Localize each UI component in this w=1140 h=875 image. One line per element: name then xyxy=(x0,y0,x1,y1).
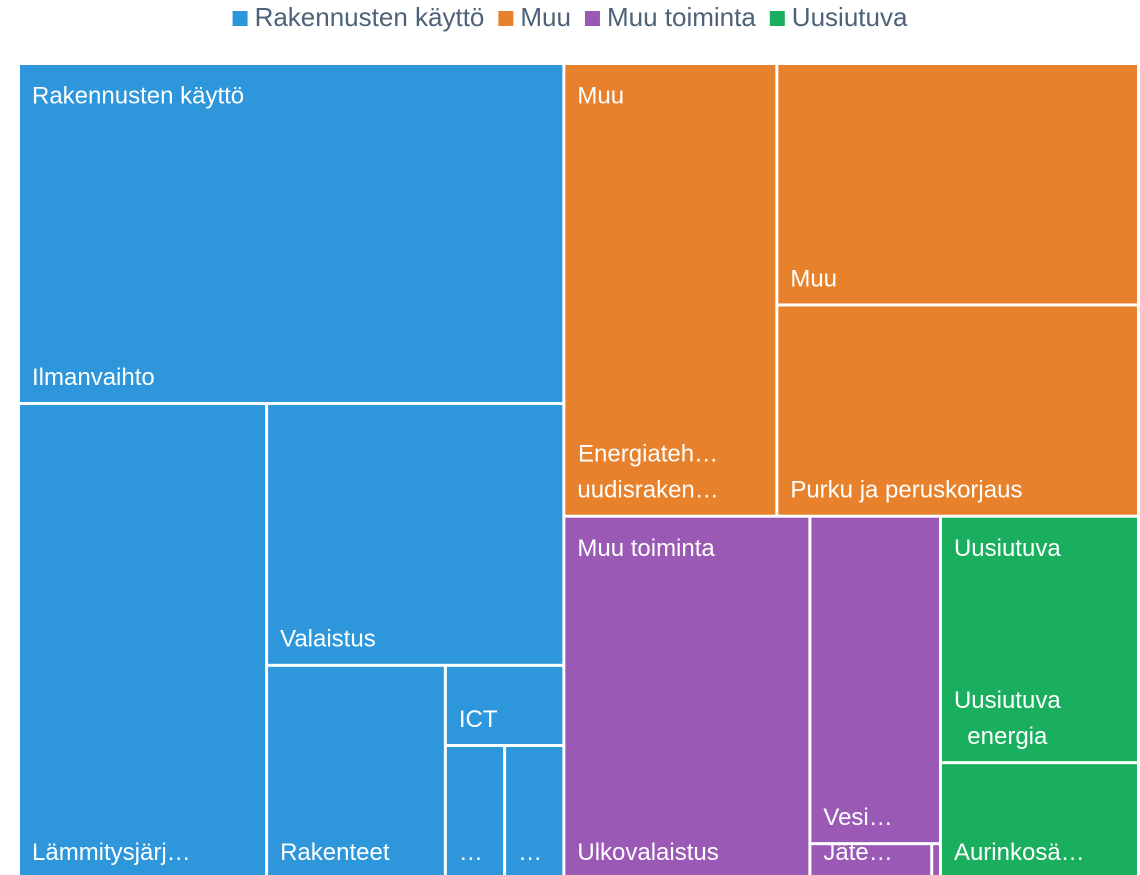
legend-swatch xyxy=(584,11,600,26)
group-label: Rakennusten käyttö xyxy=(32,82,244,109)
treemap-cell xyxy=(20,405,266,875)
treemap-cell xyxy=(506,746,563,875)
treemap-cell xyxy=(778,65,1137,304)
legend-swatch xyxy=(498,11,514,26)
legend: Rakennusten käyttö Muu Muu toiminta Uusiutu… xyxy=(232,2,908,32)
legend-label: Uusiutuva xyxy=(792,2,908,32)
cell-label: Lämmitysjärj… xyxy=(32,839,191,866)
treemap-cell xyxy=(20,65,563,403)
treemap-cell xyxy=(268,666,444,875)
group-label: Uusiutuva xyxy=(954,535,1061,562)
cell-label: … xyxy=(518,839,542,866)
cell-label: ICT xyxy=(459,706,498,733)
cell-label: Uusiutuva xyxy=(954,687,1061,714)
cell-label: energia xyxy=(967,723,1048,750)
treemap-cell xyxy=(565,65,776,515)
treemap-cell xyxy=(811,845,931,875)
legend-label: Muu toiminta xyxy=(607,2,756,32)
treemap-cell xyxy=(933,845,939,875)
cell-label: Rakenteet xyxy=(280,839,390,866)
cell-label: Purku ja peruskorjaus xyxy=(790,477,1022,504)
cell-label: Ilmanvaihto xyxy=(32,364,155,391)
cell-label: Ulkovalaistus xyxy=(577,839,718,866)
treemap-cell xyxy=(941,764,1137,875)
cell-label: Energiateh… xyxy=(578,441,718,468)
cell-label: Muu xyxy=(790,265,837,292)
group-label: Muu xyxy=(577,82,624,109)
group-label: Muu toiminta xyxy=(577,535,715,562)
cell-label: Aurinkosä… xyxy=(954,839,1085,866)
cell-label: uudisraken… xyxy=(577,477,718,504)
legend-swatch xyxy=(769,11,785,26)
cell-label: Vesi… xyxy=(823,804,892,831)
treemap-cell xyxy=(565,517,809,875)
legend-label: Muu xyxy=(520,2,571,32)
treemap-cell xyxy=(446,666,563,744)
cell-label: … xyxy=(459,839,483,866)
cell-label: Valaistus xyxy=(280,626,376,653)
treemap-cell xyxy=(811,517,939,843)
treemap-cell xyxy=(446,746,504,875)
treemap-cell xyxy=(941,517,1137,762)
treemap-cell xyxy=(778,306,1137,515)
legend-swatch xyxy=(232,11,248,26)
legend-label: Rakennusten käyttö xyxy=(255,2,485,32)
cell-label: Jäte… xyxy=(823,839,892,866)
treemap-cell xyxy=(268,405,563,664)
